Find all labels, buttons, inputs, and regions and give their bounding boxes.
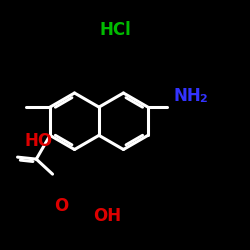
Text: HCl: HCl bbox=[99, 21, 131, 39]
Text: 2: 2 bbox=[199, 94, 206, 104]
Text: O: O bbox=[54, 197, 68, 215]
Text: HO: HO bbox=[25, 132, 53, 150]
Text: OH: OH bbox=[94, 207, 122, 225]
Text: NH: NH bbox=[174, 87, 202, 105]
